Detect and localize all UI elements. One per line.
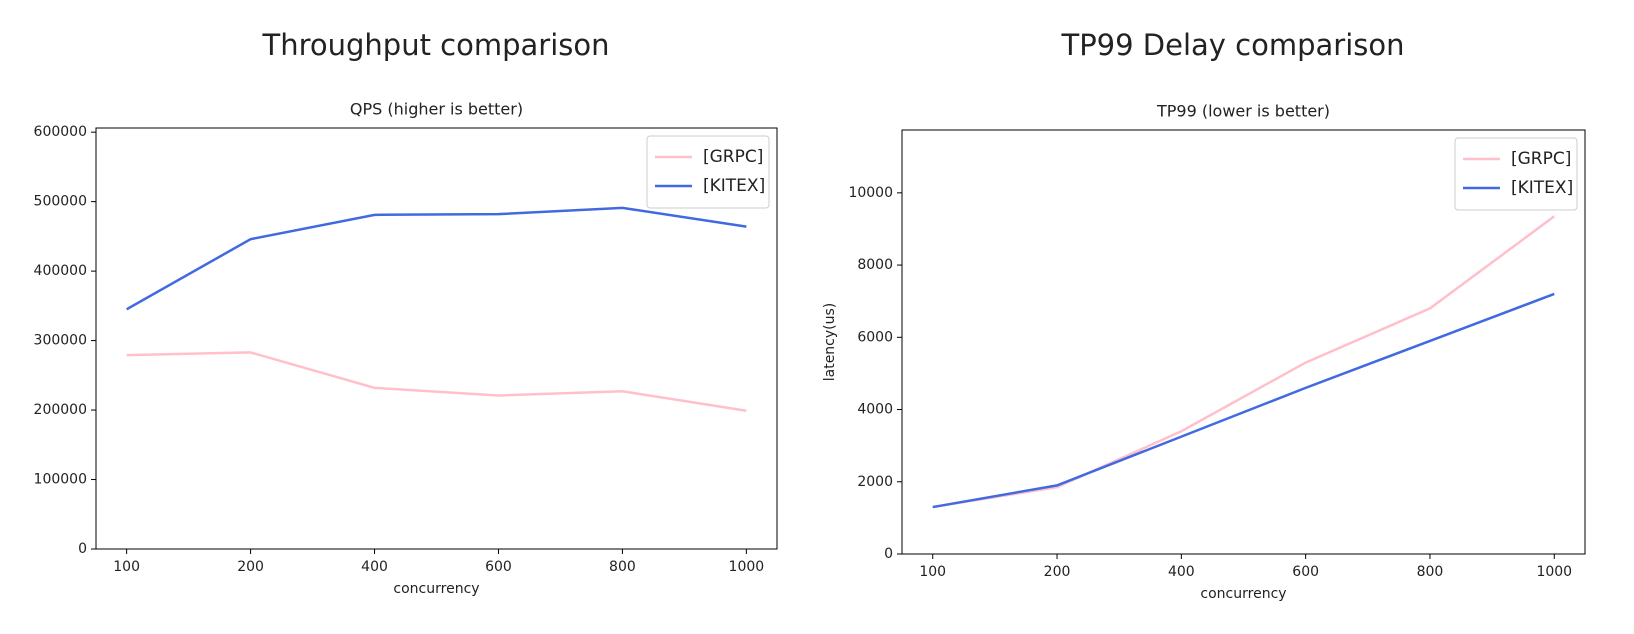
x-tick-label: 800 bbox=[609, 559, 636, 575]
x-tick-label: 400 bbox=[361, 559, 388, 575]
y-tick-label: 100000 bbox=[34, 472, 87, 488]
legend-label: [KITEX] bbox=[1511, 178, 1573, 198]
x-axis-label: concurrency bbox=[1200, 586, 1286, 602]
x-axis-label: concurrency bbox=[393, 581, 479, 597]
y-tick-label: 500000 bbox=[34, 194, 87, 210]
y-tick-label: 300000 bbox=[34, 333, 87, 349]
y-tick-label: 10000 bbox=[848, 185, 893, 201]
y-axis-label: latency(us) bbox=[822, 303, 838, 382]
chart-title: QPS (higher is better) bbox=[350, 100, 523, 119]
heading: Throughput comparison bbox=[262, 28, 610, 62]
x-tick-label: 600 bbox=[1292, 564, 1319, 580]
y-tick-label: 200000 bbox=[34, 402, 87, 418]
legend-box bbox=[1454, 137, 1578, 211]
x-tick-label: 100 bbox=[113, 559, 140, 575]
y-tick-label: 2000 bbox=[857, 474, 893, 490]
x-tick-label: 600 bbox=[485, 559, 512, 575]
x-tick-label: 400 bbox=[1168, 564, 1195, 580]
line-series bbox=[126, 206, 747, 311]
x-tick-label: 100 bbox=[919, 564, 946, 580]
y-tick-label: 400000 bbox=[34, 263, 87, 279]
legend-label: [GRPC] bbox=[703, 147, 763, 167]
line-series bbox=[932, 292, 1555, 509]
legend-label: [KITEX] bbox=[703, 176, 765, 196]
line-series bbox=[932, 215, 1556, 509]
x-tick-label: 800 bbox=[1417, 564, 1444, 580]
y-tick-label: 6000 bbox=[857, 329, 893, 345]
heading: TP99 Delay comparison bbox=[1060, 28, 1404, 62]
x-tick-label: 200 bbox=[237, 559, 264, 575]
legend-box bbox=[646, 135, 770, 209]
chart-title: TP99 (lower is better) bbox=[1156, 102, 1330, 121]
y-tick-label: 0 bbox=[884, 546, 893, 562]
y-tick-label: 600000 bbox=[34, 124, 87, 140]
plot-frame bbox=[95, 127, 778, 550]
y-tick-label: 4000 bbox=[857, 402, 893, 418]
x-tick-label: 200 bbox=[1044, 564, 1071, 580]
x-tick-label: 1000 bbox=[729, 559, 765, 575]
x-tick-label: 1000 bbox=[1536, 564, 1572, 580]
plot-frame bbox=[901, 129, 1586, 555]
y-tick-label: 0 bbox=[78, 541, 87, 557]
legend-label: [GRPC] bbox=[1511, 149, 1571, 169]
line-series bbox=[126, 351, 747, 412]
y-tick-label: 8000 bbox=[857, 257, 893, 273]
